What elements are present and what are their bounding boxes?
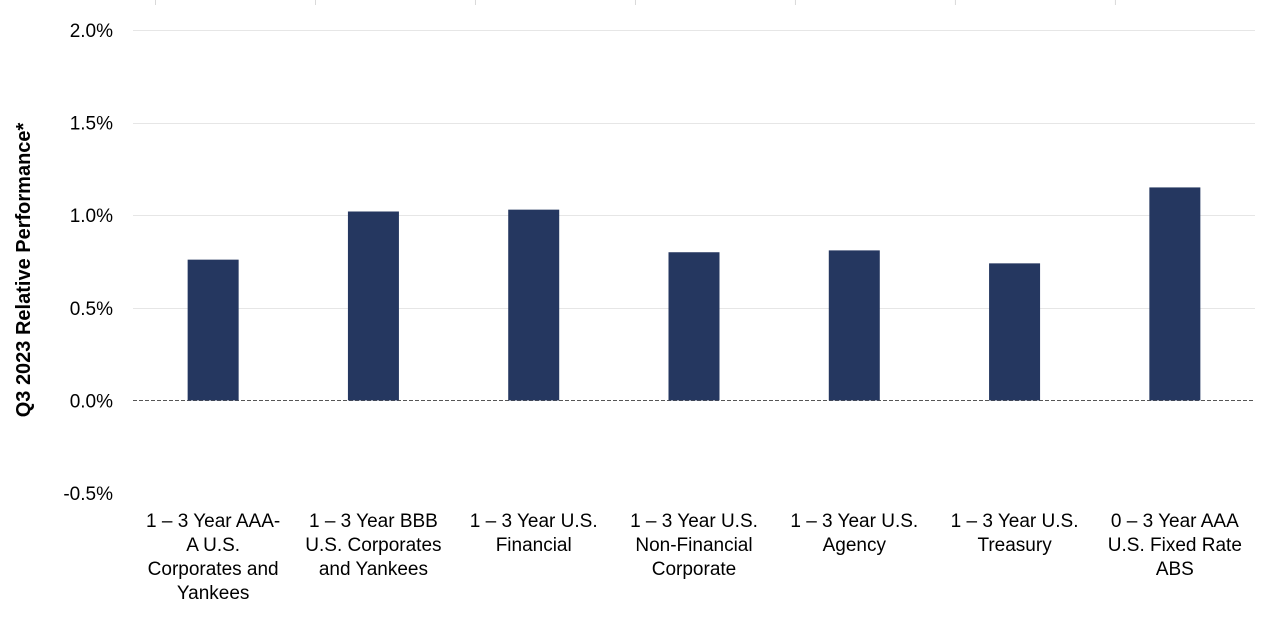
x-category-label: 1 – 3 Year AAA- A U.S. Corporates and Yanke… [146,511,280,604]
bar [187,259,239,401]
y-tick-label: 1.5% [70,114,113,135]
bars [187,187,1201,401]
y-tick-label: 0.5% [70,299,113,320]
x-category-label: 0 – 3 Year AAA U.S. Fixed Rate ABS [1108,511,1242,580]
x-category-label-line: Corporates and [148,559,279,580]
x-category-label-line: U.S. Corporates [305,535,441,556]
x-category-label-line: 1 – 3 Year U.S. [790,511,918,532]
x-category-label-line: 1 – 3 Year U.S. [951,511,1079,532]
x-category-label-line: Financial [496,535,572,556]
x-category-label-line: 1 – 3 Year U.S. [630,511,758,532]
y-tick-label: 0.0% [70,391,113,412]
x-category-label-line: A U.S. [186,535,240,556]
x-category-label-line: and Yankees [319,559,428,580]
x-category-label: 1 – 3 Year U.S. Non-Financial Corporate [630,511,758,580]
x-category-label: 1 – 3 Year U.S. Financial [470,511,598,556]
y-tick-label: 1.0% [70,206,113,227]
x-category-label: 1 – 3 Year BBB U.S. Corporates and Yankees [305,511,441,580]
x-category-label-line: ABS [1156,559,1194,580]
bar [508,209,560,401]
y-tick-label: -0.5% [63,484,113,505]
y-tick-label: 2.0% [70,21,113,42]
x-category-label-line: Corporate [652,559,737,580]
x-category-label-line: U.S. Fixed Rate [1108,535,1242,556]
bar [668,252,720,401]
bar [347,211,399,401]
x-axis-category-labels: 1 – 3 Year AAA- A U.S. Corporates and Yanke… [146,511,1242,604]
x-category-label-line: Treasury [977,535,1052,556]
x-category-label-line: 1 – 3 Year AAA- [146,511,280,532]
x-category-label: 1 – 3 Year U.S. Agency [790,511,918,556]
bar [1149,187,1201,401]
bar [828,250,880,401]
x-category-label-line: Yankees [177,583,250,604]
bar [989,263,1041,401]
y-axis-ticks: -0.5% 0.0% 0.5% 1.0% 1.5% 2.0% [63,21,113,505]
y-axis-title: Q3 2023 Relative Performance* [13,122,35,417]
gridlines [133,0,1255,401]
x-category-label-line: 1 – 3 Year U.S. [470,511,598,532]
x-category-label: 1 – 3 Year U.S. Treasury [951,511,1079,556]
x-category-label-line: 1 – 3 Year BBB [309,511,438,532]
x-category-label-line: Non-Financial [635,535,752,556]
x-category-label-line: 0 – 3 Year AAA [1111,511,1239,532]
x-category-label-line: Agency [823,535,887,556]
